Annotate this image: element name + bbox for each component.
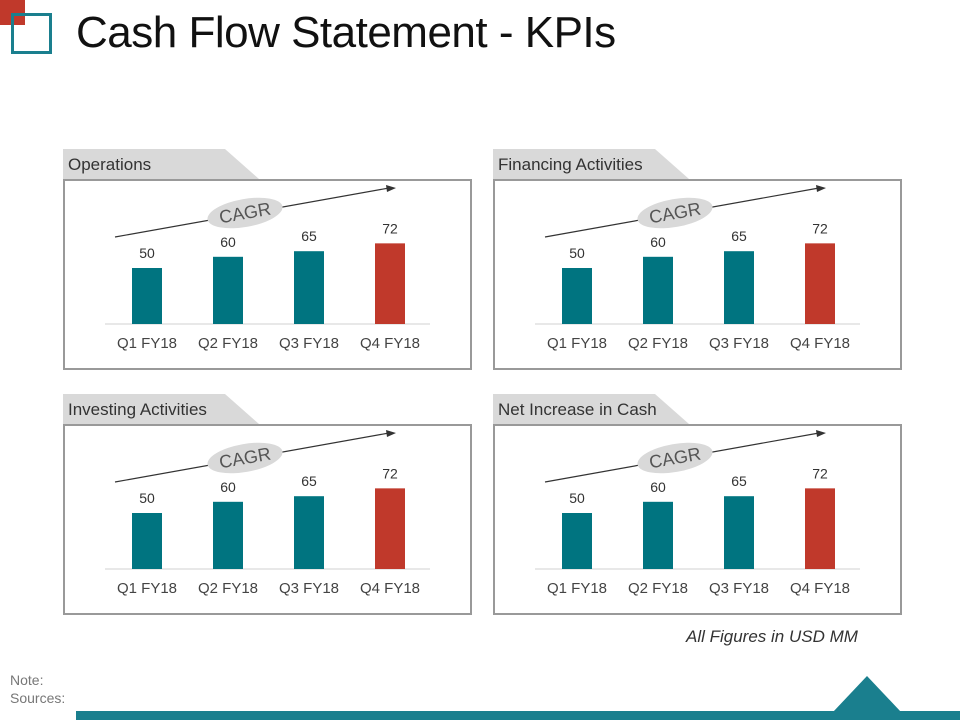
bar: [805, 243, 835, 324]
data-label: 72: [812, 220, 828, 236]
bar-chart-financing: CAGR 50 Q1 FY18 60 Q2 FY18 65 Q3 FY18 72 Q4 FY18: [535, 185, 860, 352]
data-label: 72: [382, 465, 398, 481]
panel-tab: [493, 394, 689, 424]
x-tick-label: Q1 FY18: [117, 580, 177, 597]
bar: [213, 501, 243, 569]
x-tick-label: Q1 FY18: [547, 580, 607, 597]
chart-title: Investing Activities: [68, 400, 207, 419]
chart-panel-investing: Investing Activities CAGR 50 Q1 FY18 60 Q2 F…: [63, 394, 472, 618]
chart-title: Financing Activities: [498, 155, 643, 174]
cagr-arrowhead: [386, 430, 396, 437]
data-label: 60: [650, 479, 666, 495]
chart-panel-net-increase: Net Increase in Cash CAGR 50 Q1 FY18 60 Q2 F…: [493, 394, 902, 618]
data-label: 65: [731, 228, 747, 244]
bar: [375, 488, 405, 569]
bar: [724, 496, 754, 569]
bar-chart-net-increase: CAGR 50 Q1 FY18 60 Q2 FY18 65 Q3 FY18 72 Q4 FY18: [535, 430, 860, 597]
cagr-label: CAGR: [648, 444, 703, 473]
cagr-ellipse: [207, 197, 283, 229]
cagr-ellipse: [637, 442, 713, 474]
bar: [643, 256, 673, 324]
chart-title: Net Increase in Cash: [498, 400, 657, 419]
data-label: 65: [731, 473, 747, 489]
data-label: 50: [569, 245, 585, 261]
units-footnote: All Figures in USD MM: [686, 627, 858, 646]
page-title: Cash Flow Statement - KPIs: [76, 8, 616, 57]
panel-tab: [63, 149, 259, 179]
data-label: 60: [650, 234, 666, 250]
x-tick-label: Q3 FY18: [279, 335, 339, 352]
x-tick-label: Q4 FY18: [360, 580, 420, 597]
x-tick-label: Q3 FY18: [709, 335, 769, 352]
x-tick-label: Q2 FY18: [628, 580, 688, 597]
data-label: 60: [220, 479, 236, 495]
data-label: 60: [220, 234, 236, 250]
sources-label: Sources:: [10, 690, 66, 706]
data-label: 65: [301, 473, 317, 489]
data-label: 72: [382, 220, 398, 236]
cagr-ellipse: [207, 442, 283, 474]
chart-panel-financing: Financing Activities CAGR 50 Q1 FY18 60 Q2 F…: [493, 149, 902, 373]
decorative-triangle: [833, 676, 901, 712]
panel-tab: [493, 149, 689, 179]
bar: [643, 501, 673, 569]
bar: [294, 496, 324, 569]
decorative-bottom-bar: [76, 711, 960, 720]
bar: [724, 251, 754, 324]
bar: [805, 488, 835, 569]
chart-title: Operations: [68, 155, 152, 174]
cagr-label: CAGR: [648, 199, 703, 228]
data-label: 50: [569, 490, 585, 506]
bar: [213, 256, 243, 324]
bar: [132, 513, 162, 569]
chart-panel-operations: Operations CAGR 50 Q1 FY18 60 Q2 FY18 65 Q3 FY…: [63, 149, 472, 373]
data-label: 72: [812, 465, 828, 481]
bar: [562, 268, 592, 324]
x-tick-label: Q4 FY18: [790, 580, 850, 597]
cagr-arrowhead: [386, 185, 396, 192]
bar-chart-investing: CAGR 50 Q1 FY18 60 Q2 FY18 65 Q3 FY18 72 Q4 FY18: [105, 430, 430, 597]
x-tick-label: Q3 FY18: [279, 580, 339, 597]
bar: [294, 251, 324, 324]
bar: [132, 268, 162, 324]
data-label: 50: [139, 490, 155, 506]
logo-outline-square: [11, 13, 52, 54]
x-tick-label: Q2 FY18: [198, 580, 258, 597]
bar-chart-operations: CAGR 50 Q1 FY18 60 Q2 FY18 65 Q3 FY18 72 Q4 FY18: [105, 185, 430, 352]
cagr-arrowhead: [816, 185, 826, 192]
x-tick-label: Q2 FY18: [198, 335, 258, 352]
bar: [375, 243, 405, 324]
panel-tab: [63, 394, 259, 424]
cagr-arrowhead: [816, 430, 826, 437]
data-label: 65: [301, 228, 317, 244]
x-tick-label: Q1 FY18: [117, 335, 177, 352]
cagr-label: CAGR: [218, 199, 273, 228]
cagr-label: CAGR: [218, 444, 273, 473]
data-label: 50: [139, 245, 155, 261]
x-tick-label: Q3 FY18: [709, 580, 769, 597]
bar: [562, 513, 592, 569]
x-tick-label: Q1 FY18: [547, 335, 607, 352]
cagr-ellipse: [637, 197, 713, 229]
x-tick-label: Q4 FY18: [360, 335, 420, 352]
x-tick-label: Q2 FY18: [628, 335, 688, 352]
note-label: Note:: [10, 672, 44, 688]
x-tick-label: Q4 FY18: [790, 335, 850, 352]
